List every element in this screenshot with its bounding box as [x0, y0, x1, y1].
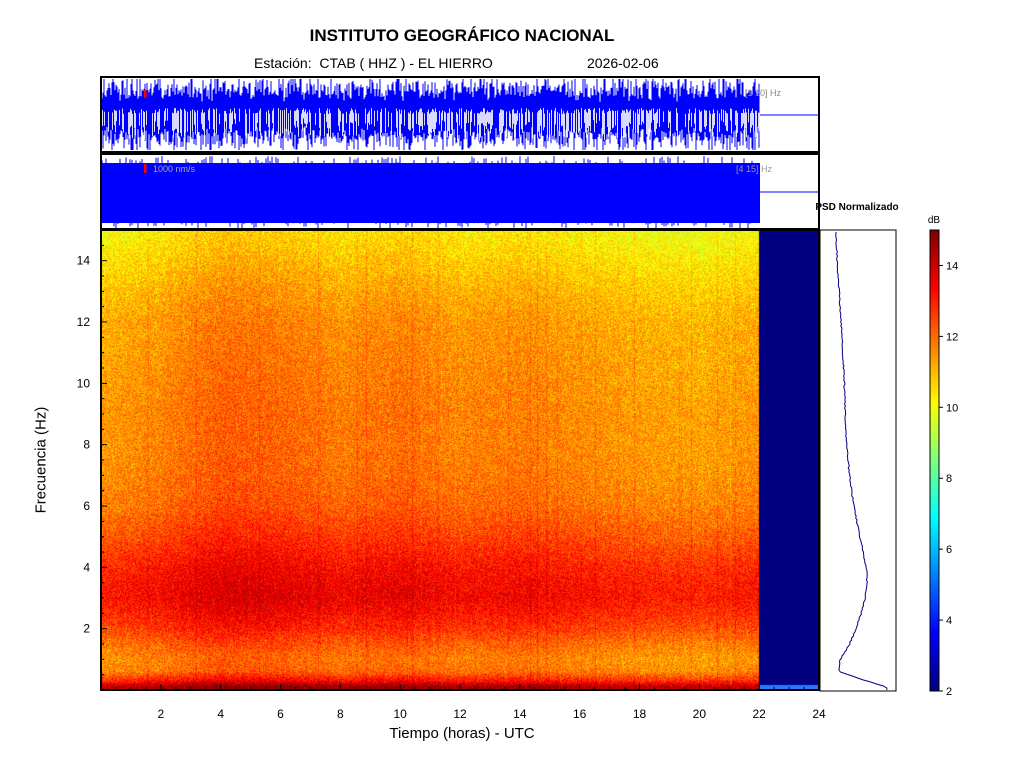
- page-title: INSTITUTO GEOGRÁFICO NACIONAL: [309, 26, 615, 45]
- y-axis: 2 4 6 8 10 12 14: [77, 229, 107, 691]
- x-tick-label: 18: [633, 707, 647, 721]
- x-axis: 2 4 6 8 10 12 14 16 18 20 22 24: [100, 684, 826, 721]
- psd-curve: [835, 231, 888, 691]
- colorbar-tick-label: 4: [946, 615, 952, 627]
- y-tick-label: 2: [83, 622, 90, 636]
- colorbar-gradient: [930, 230, 939, 691]
- filter-band-label-1: [1 10] Hz: [745, 88, 782, 98]
- station-label: Estación: CTAB ( HHZ ) - EL HIERRO: [254, 55, 493, 71]
- colorbar-tick-label: 10: [946, 402, 958, 414]
- spectrogram-canvas: [101, 230, 819, 690]
- colorbar-tick-label: 2: [946, 686, 952, 698]
- x-tick-label: 6: [277, 707, 284, 721]
- colorbar-tick-label: 14: [946, 260, 958, 272]
- x-tick-label: 8: [337, 707, 344, 721]
- colorbar-tick-label: 6: [946, 544, 952, 556]
- colorbar-axis: 2 4 6 8 10 12 14: [939, 260, 958, 698]
- psd-title: PSD Normalizado: [815, 202, 899, 213]
- colorbar-unit-label: dB: [928, 215, 941, 226]
- filter-band-label-2: [4 15] Hz: [736, 164, 773, 174]
- x-tick-label: 12: [453, 707, 467, 721]
- x-tick-label: 20: [693, 707, 707, 721]
- y-axis-label: Frecuencia (Hz): [32, 406, 50, 514]
- seismogram-trace-1: [101, 79, 760, 150]
- x-tick-label: 10: [393, 707, 407, 721]
- x-tick-label: 14: [513, 707, 527, 721]
- y-tick-label: 10: [77, 376, 91, 390]
- y-tick-label: 6: [83, 499, 90, 513]
- x-tick-label: 16: [573, 707, 587, 721]
- amplitude-scale-label: 1000 nm/s: [153, 164, 196, 174]
- seismogram-panel-1: [1 10] Hz: [100, 76, 820, 153]
- x-tick-label: 2: [157, 707, 164, 721]
- x-tick-label: 4: [217, 707, 224, 721]
- x-axis-label: Tiempo (horas) - UTC: [389, 725, 535, 742]
- colorbar-tick-label: 8: [946, 473, 952, 485]
- colorbar: dB 2 4 6 8 10 12 14: [928, 215, 958, 698]
- scale-marker-2: [144, 164, 147, 173]
- date-label: 2026-02-06: [587, 55, 659, 71]
- seismogram-panel-2: 1000 nm/s [4 15] Hz: [100, 153, 820, 230]
- y-tick-label: 14: [77, 254, 91, 268]
- x-tick-label: 24: [812, 707, 826, 721]
- y-tick-label: 8: [83, 438, 90, 452]
- psd-panel: [819, 229, 897, 692]
- colorbar-tick-label: 12: [946, 331, 958, 343]
- scale-marker-1: [144, 90, 147, 98]
- y-tick-label: 4: [83, 560, 90, 574]
- y-tick-label: 12: [77, 315, 91, 329]
- seismogram-trace-2-body: [101, 163, 760, 223]
- x-tick-label: 22: [752, 707, 766, 721]
